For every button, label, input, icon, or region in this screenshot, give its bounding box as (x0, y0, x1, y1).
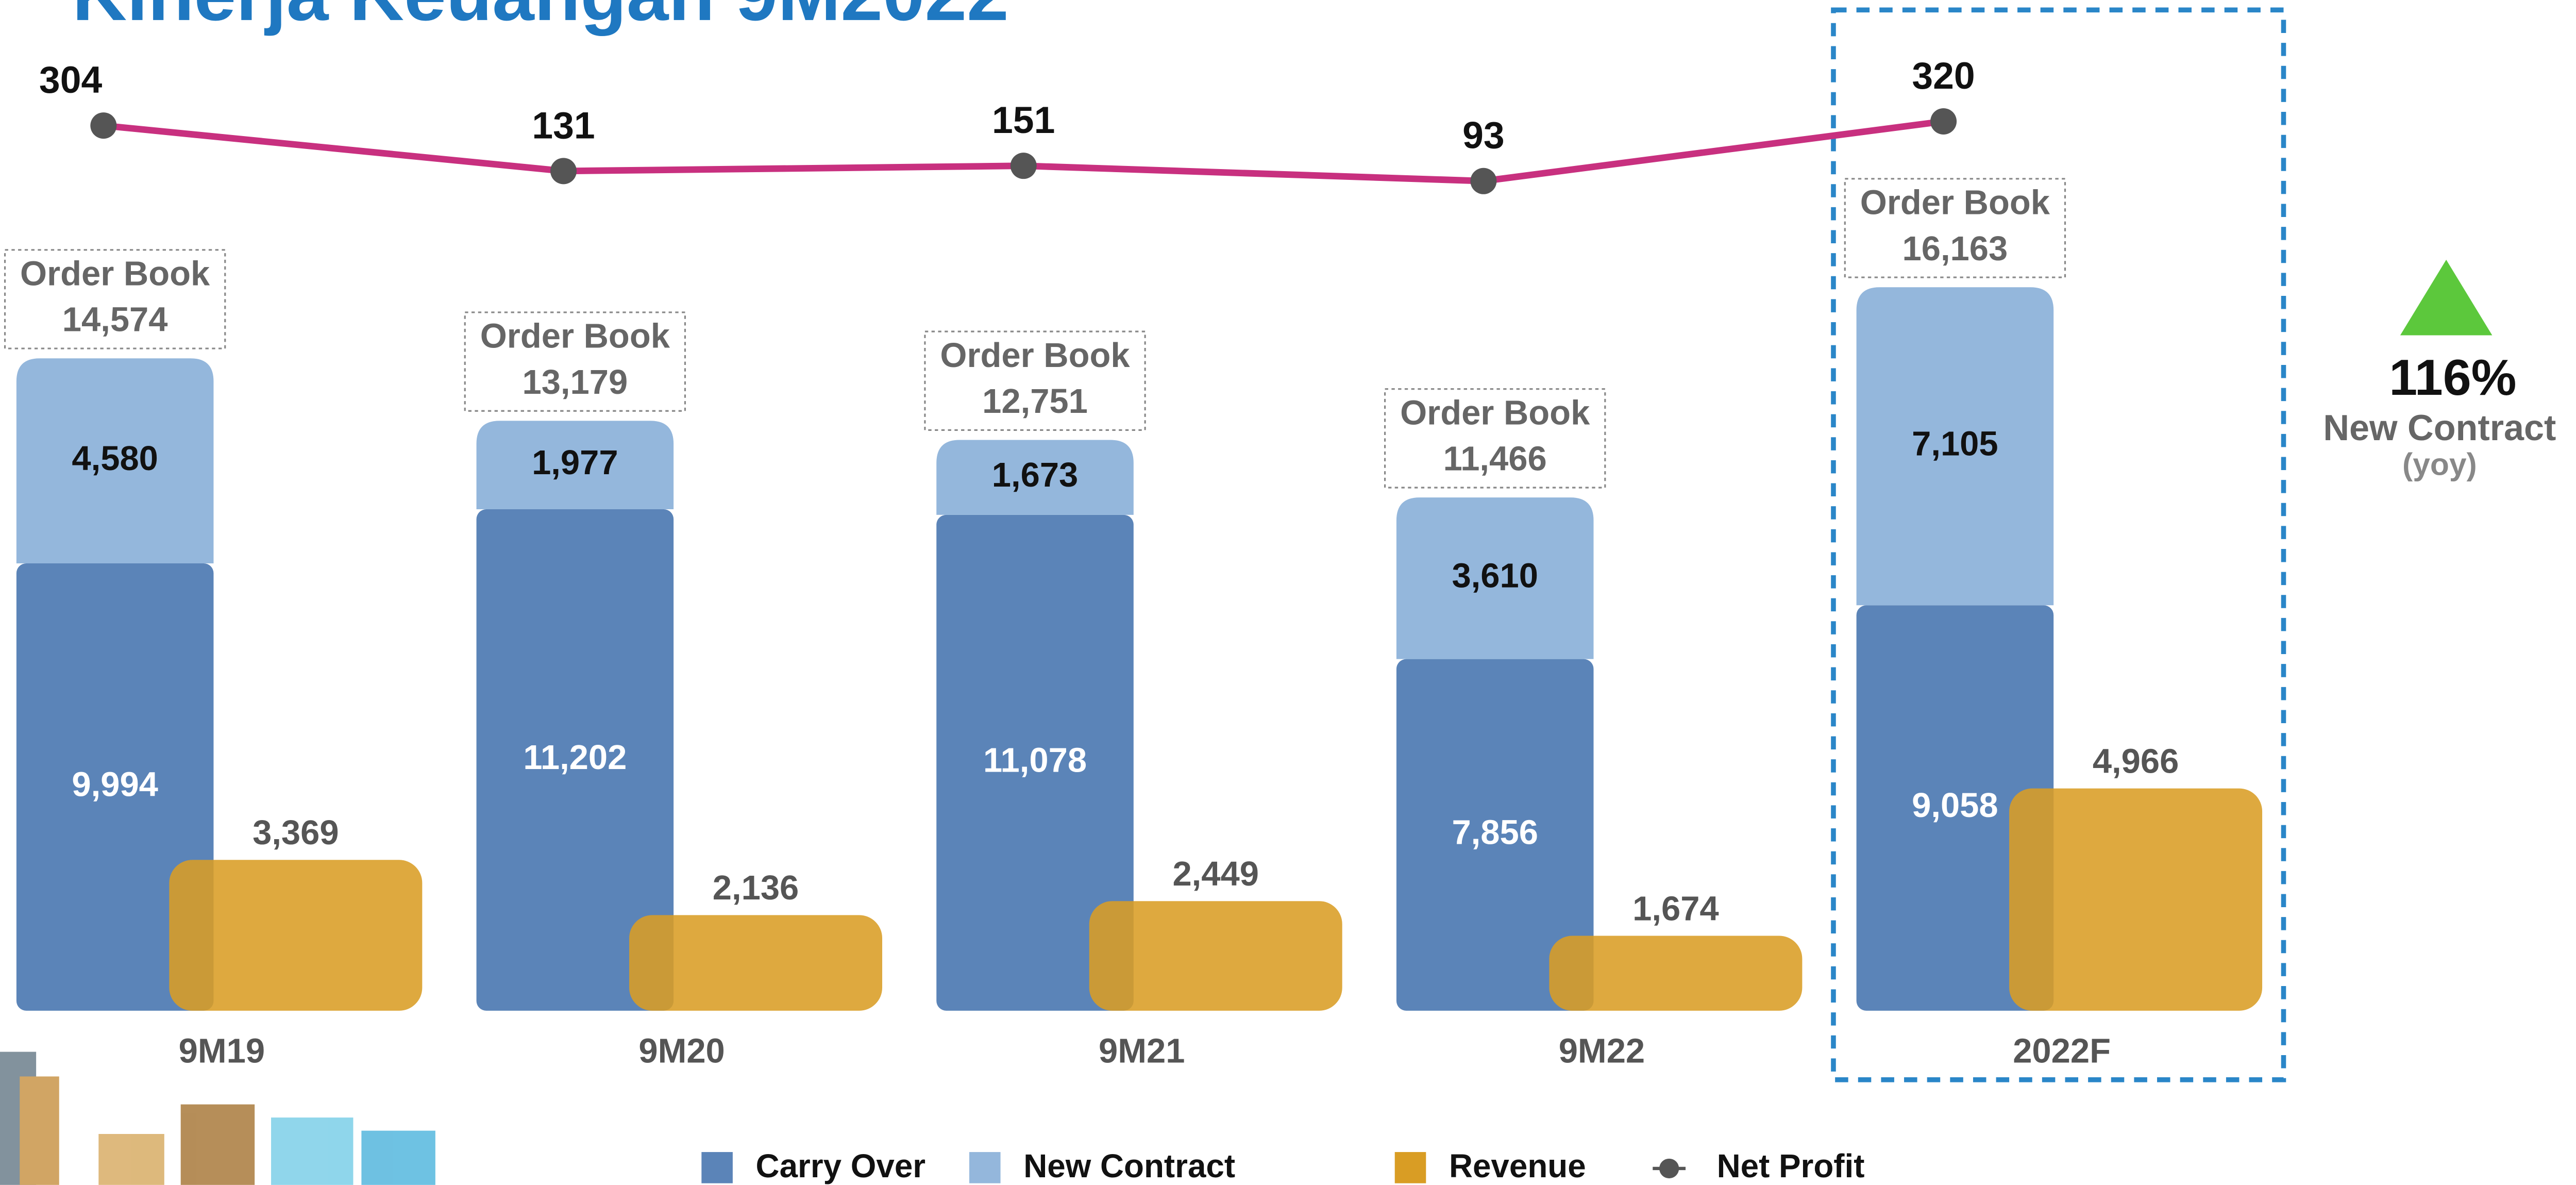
order-book-value: 16,163 (1902, 229, 2008, 268)
value-label: 11,078 (983, 741, 1087, 780)
value-label: 3,369 (252, 813, 339, 852)
order-book-value: 13,179 (522, 363, 628, 402)
legend-marker (1659, 1159, 1679, 1178)
x-tick-label: 9M20 (638, 1031, 725, 1070)
order-book-value: 12,751 (982, 382, 1088, 421)
bar-revenue (1549, 936, 1802, 1011)
value-label: 151 (992, 99, 1055, 141)
value-label: 9,058 (1912, 786, 1998, 825)
chart: Kinerja Keuangan 9M2022 9,994 4,580 Order … (0, 0, 2576, 1185)
point-net-profit (1930, 108, 1957, 135)
chart-title: Kinerja Keuangan 9M2022 (72, 0, 1008, 37)
page: {"chart_data": { "type": "bar", "stacked… (0, 0, 2576, 1185)
building (361, 1131, 435, 1185)
legend-swatch (969, 1152, 1001, 1183)
value-label: 4,966 (2093, 742, 2179, 780)
point-net-profit (90, 112, 116, 139)
point-net-profit (550, 158, 577, 184)
point-net-profit (1470, 168, 1496, 194)
value-label: 320 (1912, 55, 1975, 97)
building (271, 1117, 353, 1185)
legend-swatch (1395, 1152, 1426, 1183)
point-net-profit (1011, 153, 1037, 179)
value-label: 131 (532, 104, 595, 146)
bar-revenue (169, 860, 422, 1011)
skyline (0, 1052, 435, 1185)
x-tick-label: 9M22 (1559, 1031, 1645, 1070)
value-label: 7,856 (1452, 813, 1538, 852)
bar-revenue (2009, 789, 2262, 1011)
value-label: 11,202 (523, 738, 627, 777)
building (181, 1105, 255, 1185)
value-label: 1,674 (1632, 889, 1719, 928)
order-book-label: Order Book (20, 254, 210, 293)
value-label: 93 (1462, 114, 1505, 157)
value-label: 2,136 (713, 869, 799, 907)
up-triangle (2400, 260, 2493, 336)
legend-label: Carry Over (756, 1147, 926, 1184)
bar-revenue (629, 915, 882, 1011)
x-tick-label: 9M21 (1099, 1031, 1185, 1070)
order-book-label: Order Book (940, 336, 1130, 375)
x-tick-label: 9M19 (179, 1031, 265, 1070)
value-label: 9,994 (72, 765, 158, 804)
highlight-text: New Contract (2323, 408, 2556, 448)
bar-revenue (1089, 901, 1342, 1011)
value-label: 304 (39, 59, 103, 101)
building (98, 1134, 164, 1185)
value-label: 2,449 (1172, 855, 1259, 893)
value-label: 1,977 (532, 443, 618, 482)
order-book-value: 11,466 (1443, 440, 1547, 478)
value-label: 3,610 (1452, 557, 1538, 595)
value-label: 1,673 (992, 456, 1079, 494)
x-tick-label: 2022F (2013, 1031, 2111, 1070)
highlight-note: (yoy) (2402, 447, 2477, 482)
highlight-value: 116% (2389, 349, 2516, 406)
legend-label: Net Profit (1717, 1147, 1865, 1184)
legend-label: New Contract (1023, 1147, 1235, 1184)
legend-swatch (701, 1152, 733, 1183)
order-book-label: Order Book (480, 317, 670, 356)
value-label: 4,580 (72, 439, 158, 478)
order-book-label: Order Book (1400, 393, 1590, 432)
legend-label: Revenue (1449, 1147, 1586, 1184)
order-book-value: 14,574 (62, 301, 168, 339)
building (20, 1076, 59, 1184)
order-book-label: Order Book (1860, 183, 2050, 222)
value-label: 7,105 (1912, 424, 1998, 463)
